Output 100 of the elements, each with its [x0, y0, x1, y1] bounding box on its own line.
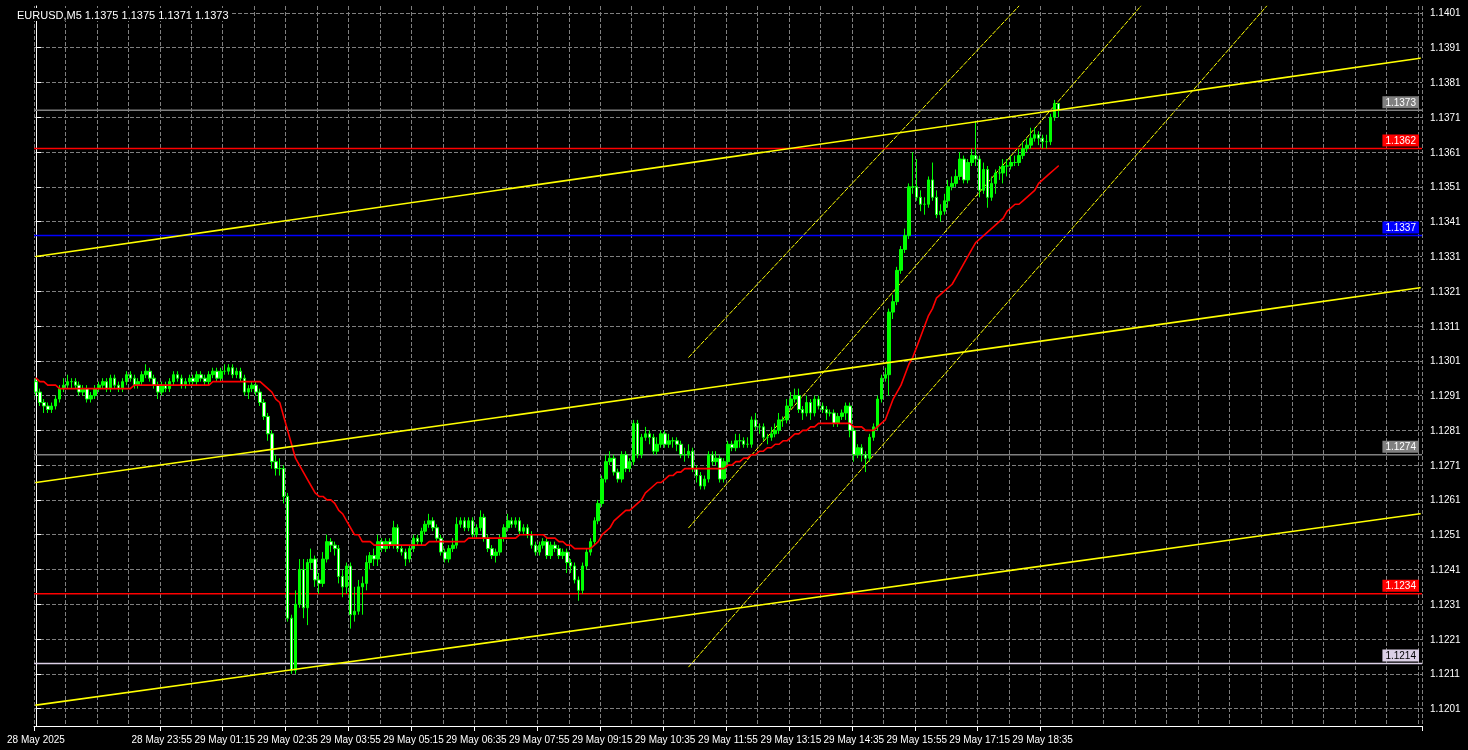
candlestick — [836, 412, 840, 428]
candlestick — [832, 408, 836, 428]
y-tick-label: 1.1341 — [1430, 216, 1462, 228]
y-tick-label: 1.1231 — [1430, 598, 1462, 610]
ref-line-label: 1.1362 — [1385, 135, 1417, 147]
candlestick — [463, 516, 466, 532]
ref-line-label: 1.1274 — [1385, 441, 1417, 453]
candlestick — [734, 433, 738, 452]
candlestick — [652, 433, 655, 456]
y-tick-label: 1.1371 — [1430, 111, 1462, 123]
x-tick-label: 29 May 11:55 — [698, 733, 759, 745]
candlestick — [231, 363, 234, 379]
candlestick — [191, 374, 195, 386]
x-tick-label: 29 May 13:15 — [760, 733, 822, 745]
candlestick — [207, 370, 211, 386]
candlestick — [109, 374, 112, 393]
candlestick — [349, 562, 352, 630]
candlestick — [679, 440, 683, 459]
y-tick-label: 1.1261 — [1430, 494, 1462, 506]
candlestick — [691, 447, 694, 473]
candlestick — [46, 402, 50, 414]
candlestick — [392, 520, 396, 550]
candlestick — [518, 516, 521, 536]
candlestick — [986, 165, 989, 209]
candlestick — [113, 374, 116, 390]
candlestick — [813, 395, 816, 417]
candlestick — [85, 384, 89, 404]
candlestick — [133, 374, 136, 390]
candlestick — [510, 516, 513, 529]
x-tick-label: 29 May 05:15 — [383, 733, 445, 745]
y-tick-label: 1.1271 — [1430, 459, 1462, 471]
candlestick — [620, 450, 624, 484]
y-tick-label: 1.1391 — [1430, 42, 1462, 54]
candlestick — [770, 426, 773, 442]
x-tick-label: 28 May 23:55 — [131, 733, 193, 745]
y-tick-label: 1.1361 — [1430, 146, 1462, 158]
candlestick — [549, 541, 553, 560]
candlestick — [750, 415, 753, 449]
y-tick-label: 1.1401 — [1430, 7, 1462, 19]
x-tick-label: 29 May 03:55 — [320, 733, 382, 745]
candlestick — [227, 363, 230, 376]
line-series — [35, 165, 1060, 550]
y-tick-label: 1.1251 — [1430, 529, 1462, 541]
x-tick-label: 29 May 15:55 — [886, 733, 948, 745]
candlestick — [962, 155, 966, 184]
candlestick — [105, 377, 108, 393]
candlestick — [219, 367, 223, 383]
candlestick — [526, 523, 529, 539]
candlestick — [557, 544, 561, 560]
candlestick — [396, 523, 399, 553]
y-tick-label: 1.1321 — [1430, 285, 1462, 297]
candlestick — [538, 541, 541, 557]
x-tick-label: 29 May 06:35 — [446, 733, 508, 745]
x-tick-label: 29 May 02:35 — [257, 733, 319, 745]
y-tick-label: 1.1311 — [1430, 320, 1461, 332]
chart-title: EURUSD,M5 1.1375 1.1375 1.1371 1.1373 — [17, 8, 229, 21]
candlestick — [762, 422, 765, 442]
candlestick — [404, 548, 407, 567]
x-tick-label: 28 May 2025 — [7, 733, 66, 745]
candlestick — [825, 405, 828, 421]
y-tick-label: 1.1241 — [1430, 563, 1462, 575]
candlestick — [738, 433, 742, 449]
y-tick-label: 1.1201 — [1430, 703, 1462, 715]
x-tick-label: 29 May 14:35 — [823, 733, 885, 745]
y-tick-label: 1.1301 — [1430, 355, 1462, 367]
candlestick — [215, 367, 219, 383]
candlestick — [777, 412, 781, 435]
candlestick — [663, 429, 667, 449]
candlestick — [742, 436, 745, 449]
ref-line-label: 1.1214 — [1385, 649, 1417, 661]
candlestick — [565, 548, 569, 574]
ref-line-label: 1.1234 — [1385, 580, 1417, 592]
y-tick-label: 1.1351 — [1430, 181, 1462, 193]
candlestick — [718, 454, 722, 484]
candlestick — [545, 537, 549, 560]
y-tick-label: 1.1281 — [1430, 424, 1462, 436]
candlestick — [188, 374, 191, 386]
ref-line-label: 1.1373 — [1385, 96, 1417, 108]
y-tick-label: 1.1331 — [1430, 250, 1462, 262]
candlestick — [471, 516, 474, 539]
candlestick — [199, 370, 203, 383]
candlestick — [1029, 127, 1033, 150]
candlestick — [101, 377, 105, 390]
x-tick-label: 29 May 01:15 — [194, 733, 256, 745]
y-tick-label: 1.1381 — [1430, 77, 1462, 89]
y-tick-label: 1.1221 — [1430, 633, 1462, 645]
candlestick — [235, 367, 238, 379]
candlestick — [1041, 134, 1044, 150]
candlestick — [809, 398, 812, 421]
candlestick — [455, 516, 458, 550]
candlestick — [667, 433, 671, 449]
candlestick — [195, 370, 199, 386]
candlestick — [805, 395, 808, 417]
x-tick-label: 29 May 18:35 — [1012, 733, 1074, 745]
candlestick — [1057, 102, 1060, 118]
x-tick-label: 29 May 09:15 — [571, 733, 633, 745]
candlestick — [203, 374, 207, 386]
candlestick — [180, 374, 183, 390]
x-tick-label: 29 May 10:35 — [634, 733, 696, 745]
candlestick — [1001, 158, 1005, 184]
